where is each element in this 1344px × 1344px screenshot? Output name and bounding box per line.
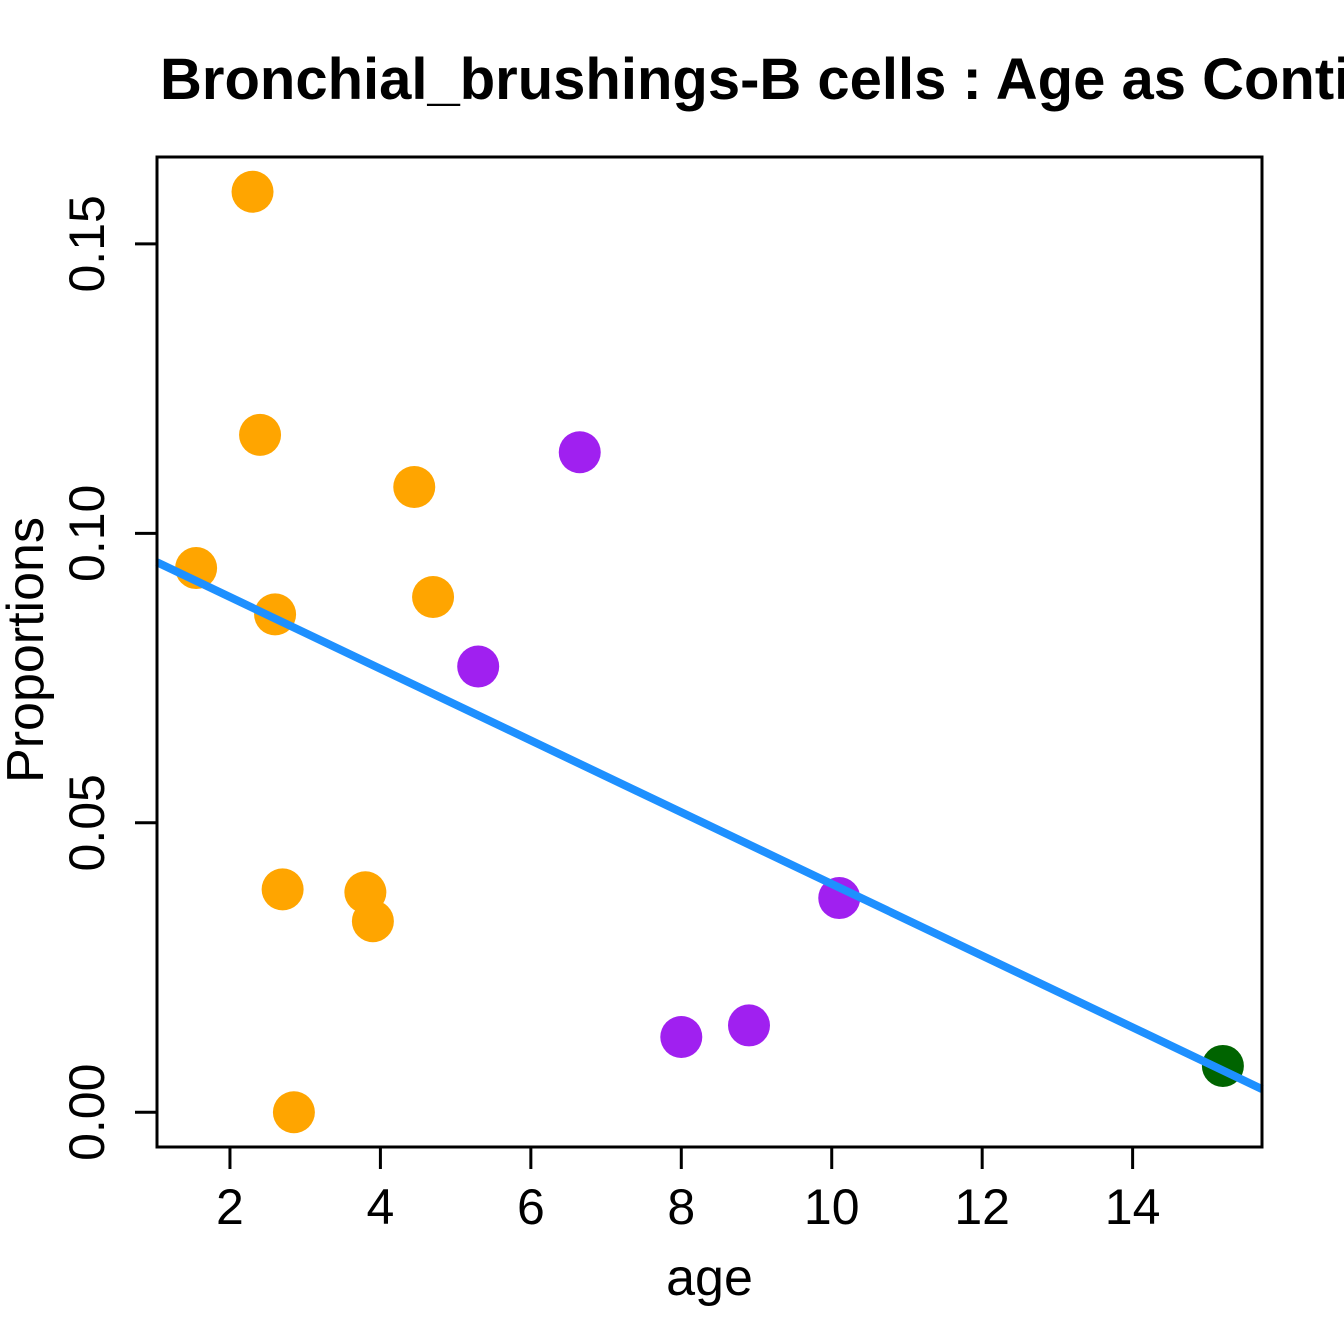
y-tick-label: 0.00 xyxy=(59,1064,115,1161)
x-tick-label: 6 xyxy=(517,1179,545,1235)
data-point-orange-group xyxy=(239,413,282,456)
x-axis-title: age xyxy=(666,1249,753,1307)
data-point-orange-group xyxy=(412,576,455,618)
x-tick-label: 12 xyxy=(954,1179,1010,1235)
x-tick-label: 14 xyxy=(1105,1179,1161,1235)
chart-title: Bronchial_brushings-B cells : Age as Con… xyxy=(160,48,1344,112)
data-point-orange-group xyxy=(393,466,436,508)
trend-line xyxy=(155,558,1264,1093)
x-tick-label: 8 xyxy=(667,1179,695,1235)
data-point-orange-group xyxy=(231,170,274,213)
x-tick-label: 2 xyxy=(216,1179,244,1235)
data-point-purple-group xyxy=(558,431,601,474)
x-tick-label: 4 xyxy=(367,1179,395,1235)
plot-frame xyxy=(155,155,1264,1149)
y-tick-label: 0.10 xyxy=(59,485,115,582)
data-point-purple-group xyxy=(457,645,500,688)
data-point-purple-group xyxy=(660,1016,703,1058)
y-axis-title: Proportions xyxy=(0,517,55,783)
data-point-orange-group xyxy=(272,1091,315,1134)
y-tick-label: 0.05 xyxy=(59,774,115,871)
data-point-orange-group xyxy=(261,868,304,911)
x-tick-label: 10 xyxy=(804,1179,860,1235)
data-point-orange-group xyxy=(351,900,394,943)
data-point-purple-group xyxy=(818,877,861,920)
data-point-purple-group xyxy=(727,1004,770,1047)
y-tick-label: 0.15 xyxy=(59,195,115,292)
